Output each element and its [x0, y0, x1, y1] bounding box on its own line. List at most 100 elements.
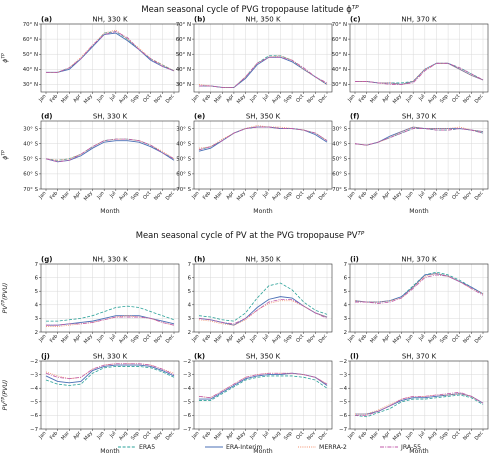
x-axis-label: Month: [409, 448, 428, 455]
x-tick-label: Sep: [283, 333, 294, 344]
x-tick-label: May: [392, 430, 403, 442]
y-tick-label: −2: [183, 359, 191, 365]
x-tick-label: Jun: [404, 430, 414, 441]
panel-frame: [40, 263, 180, 333]
panel-title: SH, 350 K: [246, 353, 281, 361]
x-axis-label: Month: [253, 208, 272, 215]
x-tick-label: Aug: [427, 430, 438, 441]
y-tick-label: 7: [35, 262, 38, 268]
series-line-jra-55: [198, 298, 328, 325]
series-line-era-interim: [199, 56, 328, 88]
x-tick-label: Jul: [417, 333, 426, 342]
y-tick-label: 7: [188, 262, 191, 268]
series-line-era5: [199, 375, 328, 401]
x-tick-label: Jun: [95, 430, 105, 441]
panel-frame: [193, 23, 333, 93]
panel-label: (l): [350, 353, 359, 361]
x-tick-label: Nov: [153, 333, 164, 344]
x-tick-label: Apr: [225, 430, 236, 441]
x-tick-label: Apr: [72, 333, 83, 344]
x-tick-label: Mar: [60, 430, 71, 442]
y-tick-label: −4: [339, 386, 348, 392]
x-tick-label: Aug: [118, 190, 129, 201]
x-tick-label: Jan: [190, 333, 200, 344]
x-tick-label: May: [236, 190, 247, 202]
x-tick-label: Mar: [369, 333, 380, 345]
x-tick-label: Mar: [60, 93, 71, 105]
y-tick-label: 50° S: [332, 157, 347, 163]
y-tick-label: 40° N: [332, 67, 347, 73]
y-tick-label: 50° N: [23, 52, 38, 58]
x-tick-label: Aug: [271, 430, 282, 441]
x-tick-label: Mar: [369, 93, 380, 105]
x-tick-label: Jun: [248, 430, 258, 441]
x-tick-label: Jul: [108, 430, 117, 439]
panel: 2 3 4 5 6 7 Jan Feb Mar Apr May Jun Jul Aug Sep Oct Nov D…: [188, 256, 333, 345]
y-tick-label: −5: [339, 400, 347, 406]
y-axis-label: ϕTP: [1, 150, 10, 160]
series-line-era-interim: [46, 32, 175, 73]
x-tick-label: Oct: [295, 93, 305, 104]
series-line-jra-55: [355, 391, 484, 416]
x-tick-label: Dec: [474, 190, 485, 201]
x-tick-label: Mar: [213, 93, 224, 105]
x-tick-label: Sep: [130, 93, 141, 104]
series-line-era5: [46, 31, 175, 73]
y-tick-label: 40° S: [176, 141, 191, 147]
x-tick-label: Nov: [462, 93, 473, 104]
x-tick-label: Jun: [248, 190, 258, 201]
panel-label: (h): [194, 256, 205, 264]
series-line-jra-55: [354, 128, 484, 146]
x-tick-label: Apr: [72, 190, 83, 201]
x-tick-label: May: [392, 190, 403, 202]
y-tick-label: 60° N: [176, 37, 191, 43]
x-tick-label: May: [392, 93, 403, 105]
x-tick-label: Jul: [417, 430, 426, 439]
series-line-era5: [354, 128, 484, 146]
x-tick-label: Oct: [451, 430, 461, 441]
y-tick-label: −6: [183, 413, 192, 419]
x-tick-label: Aug: [427, 333, 438, 344]
x-tick-label: Sep: [130, 333, 141, 344]
x-tick-label: Dec: [165, 430, 176, 441]
series-line-jra-55: [198, 372, 328, 399]
x-tick-label: Nov: [153, 190, 164, 201]
y-tick-label: 60° S: [23, 172, 38, 178]
series-line-jra-55: [355, 274, 484, 304]
x-tick-label: Sep: [130, 430, 141, 441]
x-tick-label: Dec: [318, 93, 329, 104]
panel-title: SH, 370 K: [402, 113, 437, 121]
panel-label: (j): [41, 353, 50, 361]
x-axis-label: Month: [409, 208, 428, 215]
x-tick-label: Oct: [295, 430, 305, 441]
panel-frame: [193, 120, 333, 190]
series-line-jra-55: [199, 56, 328, 88]
x-tick-label: Aug: [427, 190, 438, 201]
x-tick-label: Dec: [165, 190, 176, 201]
x-tick-label: Feb: [358, 430, 368, 441]
x-tick-label: Jul: [261, 93, 270, 102]
y-tick-label: 70° N: [23, 22, 38, 28]
x-tick-label: Jun: [404, 190, 414, 201]
x-axis-label: Month: [100, 448, 119, 455]
y-tick-label: 3: [188, 316, 191, 322]
x-tick-label: Dec: [165, 333, 176, 344]
x-tick-label: Jun: [248, 333, 258, 344]
series-line-era-interim: [355, 62, 484, 85]
panel-title: NH, 350 K: [245, 256, 281, 264]
panel-title: SH, 330 K: [93, 353, 128, 361]
x-tick-label: Oct: [142, 190, 152, 201]
series-line-merra-2: [354, 126, 484, 146]
y-tick-label: 40° N: [176, 67, 191, 73]
x-tick-label: Nov: [462, 190, 473, 201]
x-tick-label: Dec: [474, 333, 485, 344]
series-line-era-interim: [198, 296, 328, 326]
panel-title: NH, 370 K: [401, 256, 437, 264]
panel-frame: [193, 263, 333, 333]
x-tick-label: Jan: [37, 190, 47, 201]
y-tick-label: 40° S: [332, 141, 347, 147]
